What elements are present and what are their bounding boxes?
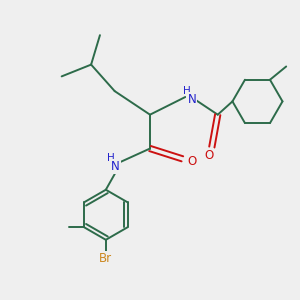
Text: O: O	[204, 149, 214, 162]
Text: N: N	[188, 93, 196, 106]
Text: H: H	[183, 85, 191, 95]
Text: Br: Br	[99, 252, 112, 265]
Text: N: N	[111, 160, 120, 173]
Text: O: O	[187, 155, 196, 168]
Text: H: H	[107, 153, 115, 163]
